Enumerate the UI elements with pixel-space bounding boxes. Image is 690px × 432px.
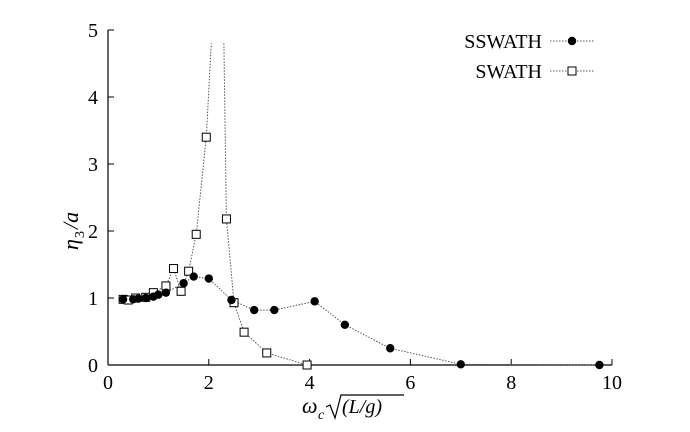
sswath-point: [189, 272, 198, 281]
sswath-point: [118, 295, 128, 304]
sswath-point: [249, 305, 259, 315]
x-label-subscript: c: [318, 408, 325, 423]
swath-point: [262, 348, 272, 358]
sswath-point: [154, 290, 163, 299]
series-line-sswath: [123, 276, 600, 366]
legend-label-swath: SWATH: [475, 61, 542, 83]
legend-marker-sswath: [567, 36, 577, 46]
x-label-omega: ω: [302, 393, 318, 418]
sswath-point: [270, 305, 279, 315]
x-tick-label: 2: [204, 372, 214, 394]
sswath-point: [141, 293, 150, 303]
y-tick-label: 5: [88, 20, 98, 42]
axes: 0 2 4 6 8 10 0 1 2 3 4 5: [88, 20, 622, 394]
y-tick-label: 0: [88, 355, 98, 377]
y-label-rest: /a: [58, 212, 83, 231]
axis-labels: ω c (L/g) η3/a: [58, 212, 404, 423]
swath-point: [221, 214, 231, 224]
x-tick-label: 4: [305, 372, 315, 394]
y-label-subscript: 3: [73, 231, 88, 238]
sswath-point: [456, 360, 465, 369]
sswath-point: [134, 294, 143, 303]
sswath-point: [227, 295, 236, 305]
y-tick-label: 4: [88, 87, 98, 109]
x-tick-label: 10: [602, 372, 622, 394]
swath-point: [176, 286, 186, 296]
series-line-swath-right: [223, 43, 308, 366]
x-tick-label: 6: [405, 372, 415, 394]
legend-marker-swath: [567, 66, 577, 76]
swath-point: [169, 264, 179, 274]
swath-point: [191, 229, 201, 239]
swath-point: [302, 360, 312, 370]
y-axis-label: η3/a: [58, 212, 88, 250]
sswath-point: [179, 279, 188, 288]
swath-point: [201, 132, 211, 142]
y-tick-label: 3: [88, 154, 98, 176]
sswath-point: [595, 360, 604, 370]
x-label-rest: (L/g): [342, 396, 382, 418]
swath-point: [239, 327, 249, 337]
x-axis-label: ω c (L/g): [302, 393, 404, 423]
y-label-eta: η: [58, 239, 83, 250]
sswath-point: [310, 297, 319, 306]
sswath-point: [161, 288, 171, 297]
legend: SSWATH SWATH: [464, 31, 595, 83]
y-tick-label: 1: [88, 288, 98, 310]
x-tick-label: 0: [103, 372, 113, 394]
sswath-point: [386, 344, 395, 353]
legend-label-sswath: SSWATH: [464, 31, 542, 53]
sqrt-sign: [325, 394, 404, 420]
x-tick-label: 8: [506, 372, 516, 394]
sswath-point: [340, 320, 350, 329]
swath-point: [184, 266, 194, 276]
y-tick-label: 2: [88, 221, 98, 243]
series-layer: [118, 43, 604, 370]
series-line-swath-left: [123, 43, 212, 301]
sswath-point: [204, 274, 213, 283]
